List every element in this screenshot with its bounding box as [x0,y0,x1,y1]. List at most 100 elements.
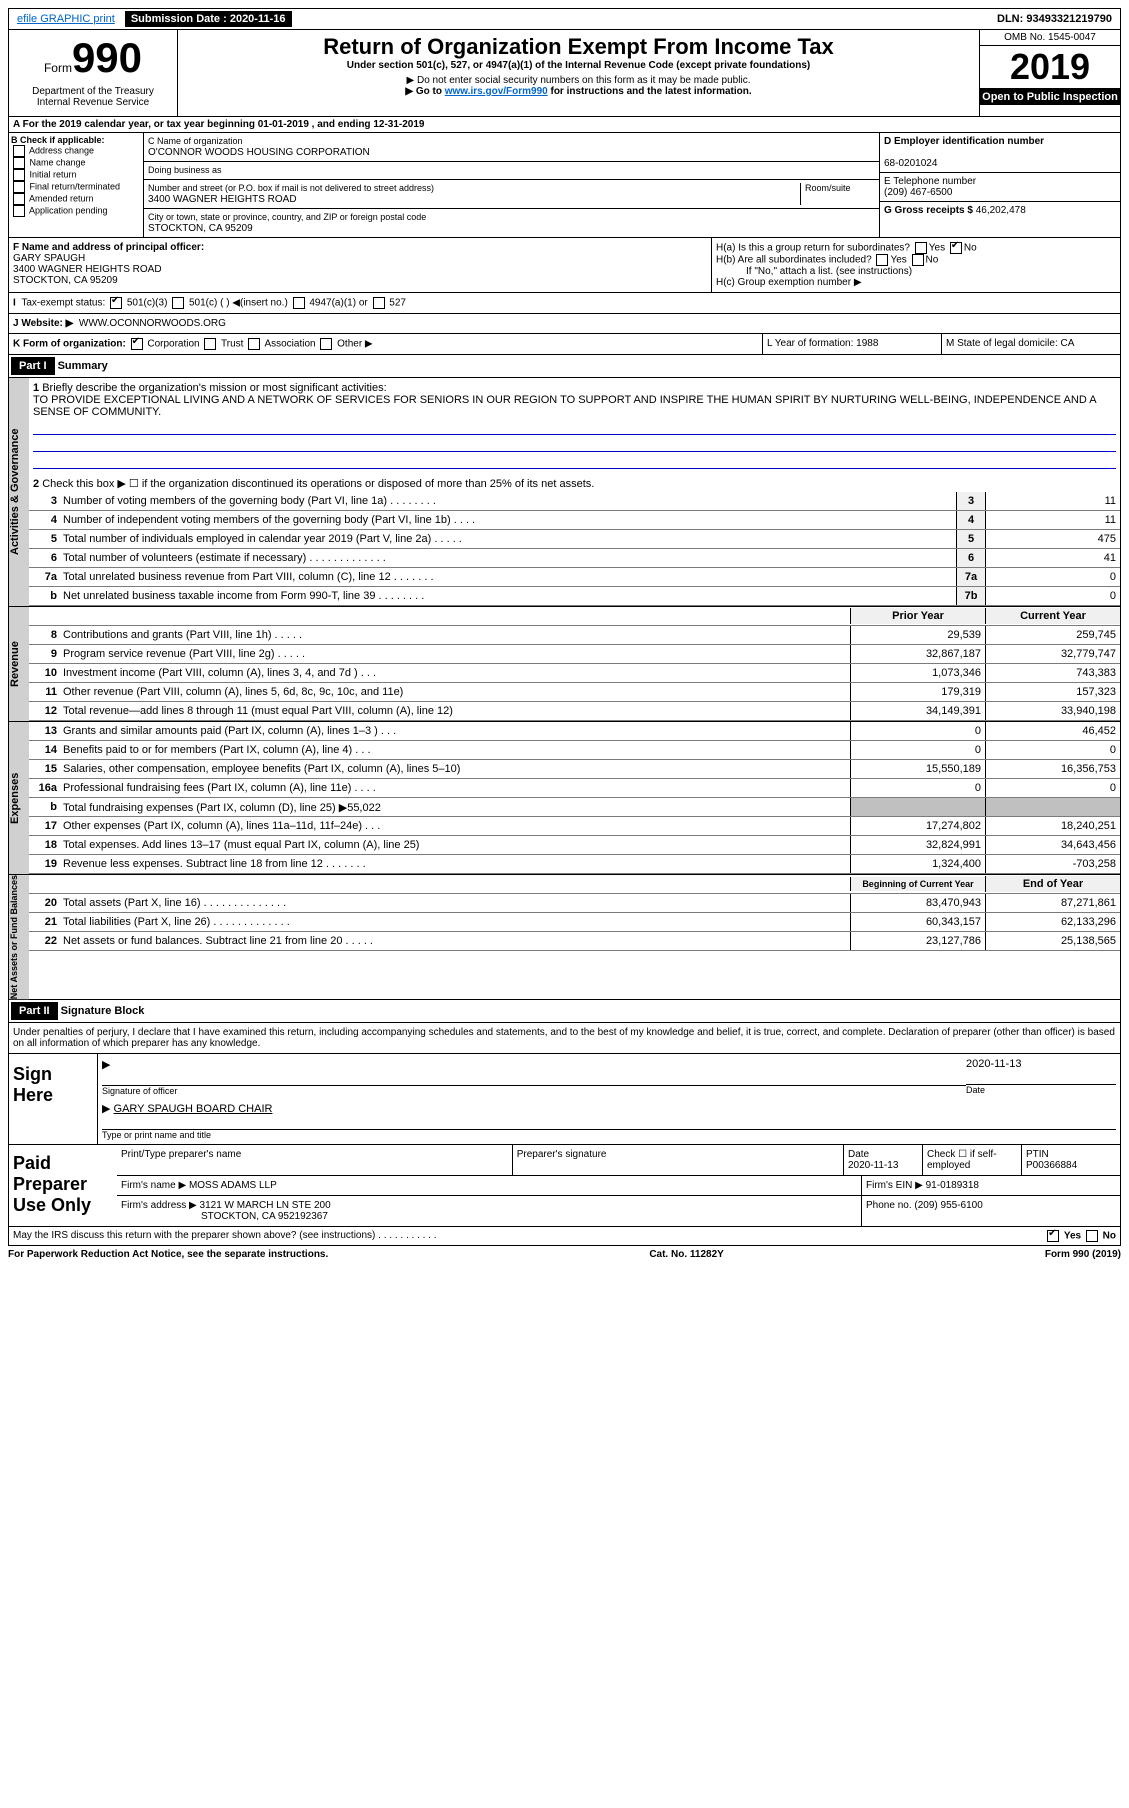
city-label: City or town, state or province, country… [148,212,426,222]
revenue-label: Revenue [9,607,29,721]
end-year-header: End of Year [985,876,1120,892]
note-ssn: ▶ Do not enter social security numbers o… [182,75,975,86]
hc-label: H(c) Group exemption number ▶ [716,277,1116,288]
exp-line: 19Revenue less expenses. Subtract line 1… [29,855,1120,874]
corp-check[interactable] [131,338,143,350]
colb-item[interactable]: Name change [11,157,141,169]
prep-sig-header: Preparer's signature [513,1145,844,1175]
type-label: Type or print name and title [102,1129,1116,1140]
exp-line: bTotal fundraising expenses (Part IX, co… [29,798,1120,817]
prep-date-header: Date [848,1149,869,1160]
sig-officer-label: Signature of officer [102,1085,966,1096]
governance-block: Activities & Governance 1 Briefly descri… [8,378,1121,607]
rev-line: 10Investment income (Part VIII, column (… [29,664,1120,683]
dba-label: Doing business as [148,165,222,175]
officer-addr1: 3400 WAGNER HEIGHTS ROAD [13,264,162,275]
phone: (209) 467-6500 [884,187,952,198]
col-d: D Employer identification number68-02010… [880,133,1120,237]
discuss-yes[interactable] [1047,1230,1059,1242]
year-formation: L Year of formation: 1988 [762,334,941,354]
na-line: 21Total liabilities (Part X, line 26) . … [29,913,1120,932]
hb-note: If "No," attach a list. (see instruction… [716,266,1116,277]
current-year-header: Current Year [985,608,1120,624]
ha-no[interactable] [950,242,962,254]
phone-label: E Telephone number [884,176,976,187]
irs-link[interactable]: www.irs.gov/Form990 [445,86,548,97]
form-prefix: Form [44,61,72,75]
expenses-block: Expenses 13Grants and similar amounts pa… [8,722,1121,875]
prep-date: 2020-11-13 [848,1160,898,1171]
main-info: B Check if applicable: Address change Na… [8,133,1121,238]
footer-note-row: For Paperwork Reduction Act Notice, see … [8,1246,1121,1263]
firm-name-label: Firm's name ▶ [121,1180,186,1191]
gov-line: 5Total number of individuals employed in… [29,530,1120,549]
colb-item[interactable]: Initial return [11,169,141,181]
mission-text: TO PROVIDE EXCEPTIONAL LIVING AND A NETW… [33,394,1096,418]
form-subtitle: Under section 501(c), 527, or 4947(a)(1)… [182,60,975,71]
tax-status-row: I Tax-exempt status: 501(c)(3) 501(c) ( … [8,293,1121,314]
officer-addr2: STOCKTON, CA 95209 [13,275,118,286]
officer-row: F Name and address of principal officer:… [8,238,1121,293]
note-goto-b: for instructions and the latest informat… [548,86,752,97]
ha-label: H(a) Is this a group return for subordin… [716,243,910,254]
527-check[interactable] [373,297,385,309]
q1: Briefly describe the organization's miss… [42,382,386,394]
gross-receipts: 46,202,478 [976,205,1026,216]
colb-item[interactable]: Final return/terminated [11,181,141,193]
preparer-label: Paid Preparer Use Only [9,1145,117,1226]
gov-line: 7aTotal unrelated business revenue from … [29,568,1120,587]
efile-link[interactable]: efile GRAPHIC print [11,11,121,27]
q2: Check this box ▶ ☐ if the organization d… [42,478,594,490]
officer-name: GARY SPAUGH [13,253,85,264]
col-b-title: B Check if applicable: [11,135,105,145]
self-employed-check[interactable]: Check ☐ if self-employed [923,1145,1022,1175]
form-header: Form990 Department of the Treasury Inter… [8,30,1121,117]
note-goto-a: ▶ Go to [405,86,444,97]
netassets-label: Net Assets or Fund Balances [9,875,29,999]
hb-no[interactable] [912,254,924,266]
501c-check[interactable] [172,297,184,309]
hb-yes[interactable] [876,254,888,266]
expenses-label: Expenses [9,722,29,874]
room-label: Room/suite [800,183,875,205]
gross-label: G Gross receipts $ [884,205,976,216]
officer-label: F Name and address of principal officer: [13,242,204,253]
trust-check[interactable] [204,338,216,350]
prep-name-header: Print/Type preparer's name [117,1145,513,1175]
firm-addr2: STOCKTON, CA 952192367 [121,1211,328,1222]
form-org-row: K Form of organization: Corporation Trus… [8,334,1121,355]
ptin: P00366884 [1026,1160,1077,1171]
exp-line: 17Other expenses (Part IX, column (A), l… [29,817,1120,836]
colb-item[interactable]: Amended return [11,193,141,205]
preparer-row: Paid Preparer Use Only Print/Type prepar… [8,1145,1121,1227]
submission-date: Submission Date : 2020-11-16 [125,11,292,27]
hb-label: H(b) Are all subordinates included? [716,255,872,266]
colb-item[interactable]: Application pending [11,205,141,217]
paperwork-note: For Paperwork Reduction Act Notice, see … [8,1246,328,1263]
part2-label: Part II [11,1002,58,1020]
omb-number: OMB No. 1545-0047 [980,30,1120,46]
rev-line: 9Program service revenue (Part VIII, lin… [29,645,1120,664]
other-check[interactable] [320,338,332,350]
colb-item[interactable]: Address change [11,145,141,157]
form-footer: Form 990 (2019) [1045,1246,1121,1263]
gov-line: bNet unrelated business taxable income f… [29,587,1120,606]
exp-line: 18Total expenses. Add lines 13–17 (must … [29,836,1120,855]
signer-name: GARY SPAUGH BOARD CHAIR [114,1103,273,1115]
sign-date: 2020-11-13 [966,1058,1021,1070]
sign-here-row: Sign Here ▶Signature of officer 2020-11-… [8,1054,1121,1145]
firm-ein: 91-0189318 [926,1180,979,1191]
inspection-notice: Open to Public Inspection [980,89,1120,105]
firm-addr-label: Firm's address ▶ [121,1200,197,1211]
netassets-block: Net Assets or Fund Balances Beginning of… [8,875,1121,1000]
ha-yes[interactable] [915,242,927,254]
4947-check[interactable] [293,297,305,309]
formorg-label: K Form of organization: [13,339,126,350]
firm-ein-label: Firm's EIN ▶ [866,1180,923,1191]
assoc-check[interactable] [248,338,260,350]
date-label: Date [966,1084,1116,1095]
discuss-no[interactable] [1086,1230,1098,1242]
na-line: 20Total assets (Part X, line 16) . . . .… [29,894,1120,913]
501c3-check[interactable] [110,297,122,309]
exp-line: 13Grants and similar amounts paid (Part … [29,722,1120,741]
